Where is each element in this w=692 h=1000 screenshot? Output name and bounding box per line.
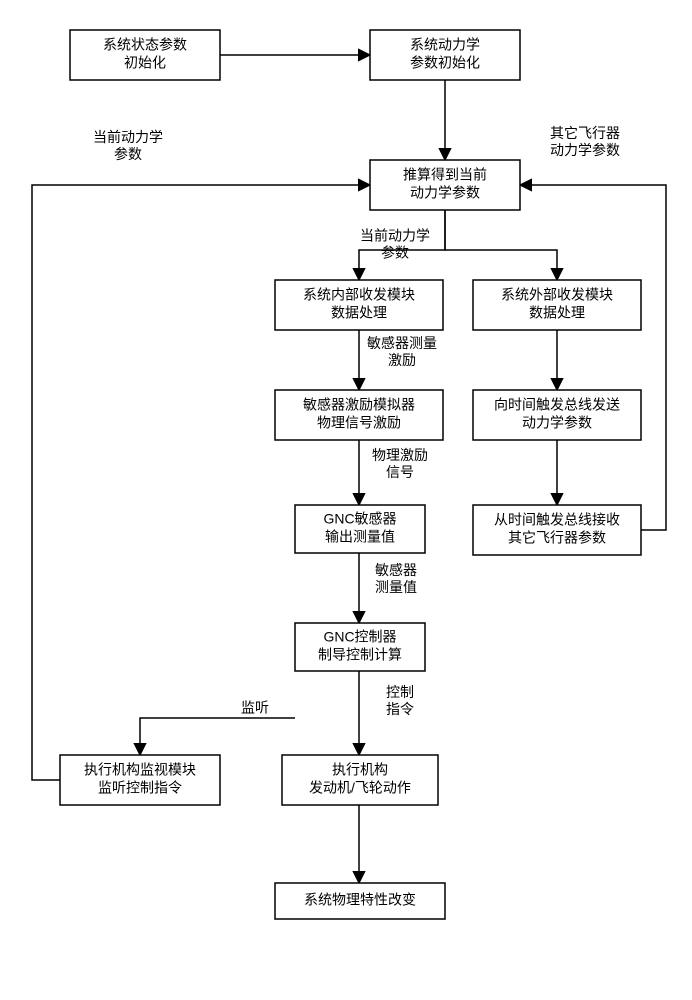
edge-label-2-l0: 当前动力学 bbox=[360, 228, 430, 244]
node-n5: 系统外部收发模块数据处理 bbox=[473, 280, 641, 330]
edge-label-1-l0: 其它飞行器 bbox=[550, 125, 620, 141]
node-n10-line1: 制导控制计算 bbox=[318, 647, 402, 663]
edge-label-1-l1: 动力学参数 bbox=[550, 142, 620, 158]
edge-label-3-l1: 激励 bbox=[388, 352, 416, 368]
node-n4-line0: 系统内部收发模块 bbox=[303, 287, 415, 303]
flowchart-canvas: 系统状态参数初始化系统动力学参数初始化推算得到当前动力学参数系统内部收发模块数据… bbox=[0, 0, 692, 1000]
node-n9-line0: 从时间触发总线接收 bbox=[494, 512, 620, 528]
edge-n11-n3 bbox=[32, 185, 370, 780]
node-n8-line0: GNC敏感器 bbox=[323, 511, 396, 527]
node-n2-line0: 系统动力学 bbox=[410, 37, 480, 53]
node-n1-line1: 初始化 bbox=[124, 55, 166, 71]
node-n13-line0: 系统物理特性改变 bbox=[304, 892, 416, 908]
node-n1-line0: 系统状态参数 bbox=[103, 37, 187, 53]
edge-n9-n3 bbox=[520, 185, 666, 530]
node-n1: 系统状态参数初始化 bbox=[70, 30, 220, 80]
node-n6-line0: 敏感器激励模拟器 bbox=[303, 397, 415, 413]
node-n6-line1: 物理信号激励 bbox=[317, 415, 401, 431]
edge-label-5-l0: 敏感器 bbox=[375, 562, 417, 578]
node-n6: 敏感器激励模拟器物理信号激励 bbox=[275, 390, 443, 440]
edge-label-6-l0: 控制 bbox=[386, 684, 414, 700]
node-n9: 从时间触发总线接收其它飞行器参数 bbox=[473, 505, 641, 555]
node-n8-line1: 输出测量值 bbox=[325, 529, 395, 545]
node-n11-line1: 监听控制指令 bbox=[98, 780, 182, 796]
node-n4-line1: 数据处理 bbox=[331, 305, 387, 321]
node-n12-line1: 发动机/飞轮动作 bbox=[309, 780, 411, 796]
node-n10-line0: GNC控制器 bbox=[323, 629, 396, 645]
node-n5-line0: 系统外部收发模块 bbox=[501, 287, 613, 303]
edge-label-3-l0: 敏感器测量 bbox=[367, 335, 437, 351]
edge-n3-n5 bbox=[445, 210, 557, 280]
node-n7-line0: 向时间触发总线发送 bbox=[494, 397, 620, 413]
node-n3-line0: 推算得到当前 bbox=[403, 167, 487, 183]
node-n3-line1: 动力学参数 bbox=[410, 185, 480, 201]
node-n13: 系统物理特性改变 bbox=[275, 883, 445, 919]
node-n4: 系统内部收发模块数据处理 bbox=[275, 280, 443, 330]
node-n11-line0: 执行机构监视模块 bbox=[84, 762, 196, 778]
node-n10: GNC控制器制导控制计算 bbox=[295, 623, 425, 671]
edge-label-0-l1: 参数 bbox=[114, 146, 142, 162]
node-n9-line1: 其它飞行器参数 bbox=[508, 530, 606, 546]
node-n2-line1: 参数初始化 bbox=[410, 55, 480, 71]
node-n5-line1: 数据处理 bbox=[529, 305, 585, 321]
edge-label-4-l1: 信号 bbox=[386, 464, 414, 480]
node-n7-line1: 动力学参数 bbox=[522, 415, 592, 431]
edge-label-0-l0: 当前动力学 bbox=[93, 129, 163, 145]
edge-label-5-l1: 测量值 bbox=[375, 579, 417, 595]
edge-label-6-l1: 指令 bbox=[386, 701, 414, 717]
node-n7: 向时间触发总线发送动力学参数 bbox=[473, 390, 641, 440]
node-n12: 执行机构发动机/飞轮动作 bbox=[282, 755, 438, 805]
node-n2: 系统动力学参数初始化 bbox=[370, 30, 520, 80]
edge-n10-n11 bbox=[140, 718, 295, 755]
node-n8: GNC敏感器输出测量值 bbox=[295, 505, 425, 553]
node-n11: 执行机构监视模块监听控制指令 bbox=[60, 755, 220, 805]
edge-label-2-l1: 参数 bbox=[381, 245, 409, 261]
edge-label-7-l0: 监听 bbox=[241, 700, 269, 716]
edge-label-4-l0: 物理激励 bbox=[372, 447, 428, 463]
node-n12-line0: 执行机构 bbox=[332, 762, 388, 778]
node-n3: 推算得到当前动力学参数 bbox=[370, 160, 520, 210]
